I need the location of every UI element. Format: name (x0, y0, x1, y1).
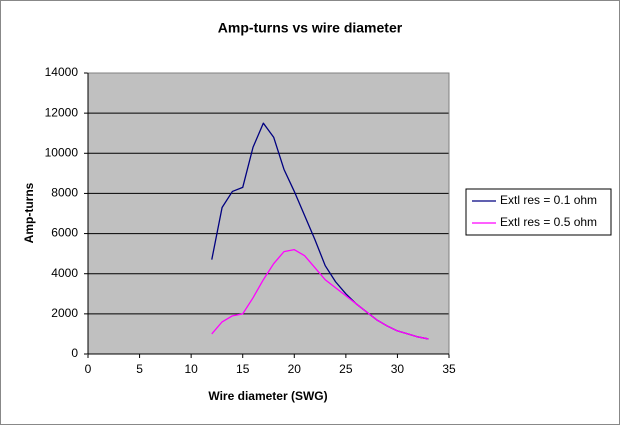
x-tick-label: 25 (339, 362, 353, 376)
chart-title: Amp-turns vs wire diameter (218, 20, 403, 36)
plot-area (88, 73, 449, 354)
x-tick-label: 20 (288, 362, 302, 376)
x-tick-label: 35 (442, 362, 456, 376)
series-line (211, 248, 429, 340)
y-axis-title: Amp-turns (22, 182, 36, 243)
y-tick-label: 14000 (45, 65, 79, 79)
y-tick-label: 8000 (51, 186, 78, 200)
x-tick-label: 10 (184, 362, 198, 376)
y-tick-label: 4000 (51, 266, 78, 280)
legend-label: Extl res = 0.1 ohm (500, 193, 597, 207)
y-tick-label: 2000 (51, 306, 78, 320)
y-tick-label: 10000 (45, 145, 79, 159)
y-tick-label: 6000 (51, 226, 78, 240)
x-tick-label: 15 (236, 362, 250, 376)
x-tick-label: 0 (85, 362, 92, 376)
y-tick-label: 12000 (45, 105, 79, 119)
y-tick-label: 0 (71, 346, 78, 360)
legend-label: Extl res = 0.5 ohm (500, 215, 597, 229)
x-axis-title: Wire diameter (SWG) (208, 389, 327, 403)
legend-box (465, 188, 612, 236)
x-tick-label: 5 (136, 362, 143, 376)
x-tick-label: 30 (391, 362, 405, 376)
